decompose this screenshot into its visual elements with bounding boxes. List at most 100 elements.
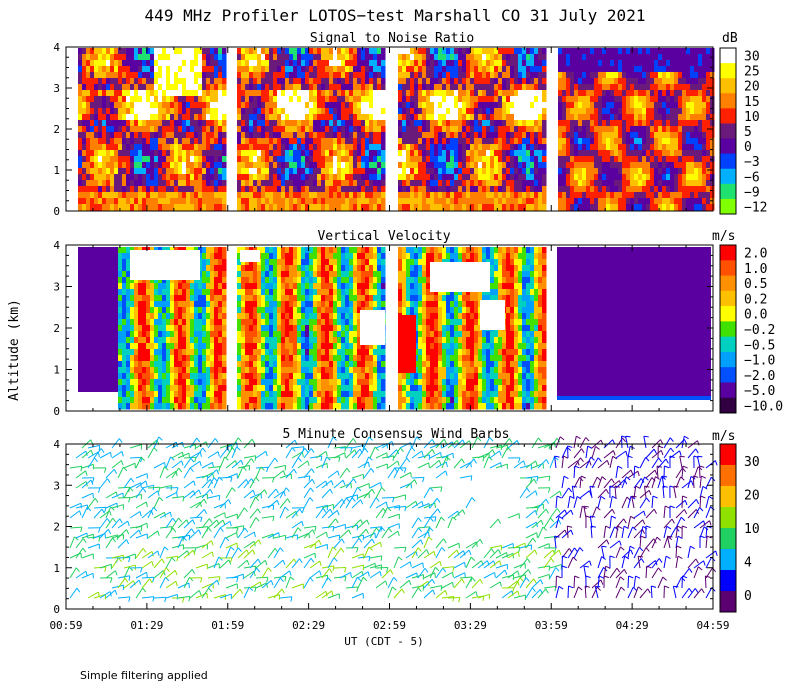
snr-cell (325, 90, 330, 97)
snr-cell (570, 138, 575, 145)
snr-cell (78, 144, 83, 151)
snr-cell (570, 180, 575, 187)
snr-cell (265, 66, 270, 73)
vv-cell (222, 349, 227, 356)
snr-cell (438, 90, 443, 97)
snr-cell (345, 144, 350, 151)
snr-cell (630, 138, 635, 145)
snr-cell (590, 90, 595, 97)
snr-cell (94, 186, 99, 193)
snr-cell (265, 78, 270, 85)
snr-cell (361, 66, 366, 73)
snr-cell (534, 48, 539, 55)
snr-cell (490, 132, 495, 139)
snr-cell (422, 60, 427, 67)
snr-cell (670, 174, 675, 181)
snr-cell (182, 138, 187, 145)
snr-cell (182, 132, 187, 139)
snr-cell (650, 156, 655, 163)
snr-cell (154, 48, 159, 55)
snr-cell (202, 108, 207, 115)
snr-cell (614, 72, 619, 79)
snr-cell (94, 198, 99, 205)
snr-cell (194, 156, 199, 163)
vv-cell (214, 331, 219, 338)
snr-cell (702, 156, 707, 163)
snr-cell (662, 174, 667, 181)
snr-cell (666, 72, 671, 79)
snr-cell (606, 132, 611, 139)
snr-cell (706, 168, 711, 175)
snr-cell (506, 174, 511, 181)
vv-cell (194, 325, 199, 332)
vv-cell (142, 331, 147, 338)
snr-cell (317, 84, 322, 91)
snr-cell (357, 66, 362, 73)
snr-cell (422, 66, 427, 73)
snr-cell (369, 156, 374, 163)
snr-cell (293, 138, 298, 145)
snr-cell (341, 66, 346, 73)
snr-cell (289, 84, 294, 91)
snr-cell (594, 144, 599, 151)
snr-cell (486, 132, 491, 139)
snr-cell (538, 48, 543, 55)
snr-cell (82, 84, 87, 91)
snr-cell (402, 54, 407, 61)
snr-cell (622, 54, 627, 61)
snr-cell (398, 90, 403, 97)
snr-cell (78, 138, 83, 145)
snr-cell (94, 96, 99, 103)
snr-cell (218, 114, 223, 121)
snr-cell (430, 198, 435, 205)
snr-cell (281, 192, 286, 199)
snr-cell (406, 138, 411, 145)
snr-cell (110, 60, 115, 67)
snr-cell (398, 150, 403, 157)
snr-cell (381, 126, 386, 133)
snr-cell (166, 198, 171, 205)
snr-cell (265, 54, 270, 61)
snr-cell (430, 144, 435, 151)
snr-cell (598, 138, 603, 145)
vv-cell (206, 349, 211, 356)
snr-cell (498, 120, 503, 127)
snr-cell (658, 84, 663, 91)
snr-cell (494, 84, 499, 91)
snr-cell (222, 204, 227, 211)
snr-cell (558, 126, 563, 133)
snr-cell (670, 84, 675, 91)
snr-cell (317, 132, 322, 139)
snr-cell (285, 138, 290, 145)
snr-cell (341, 114, 346, 121)
vv-cell (245, 379, 250, 386)
snr-cell (257, 180, 262, 187)
vv-cell (150, 307, 155, 314)
snr-cell (586, 138, 591, 145)
vv-cell (150, 301, 155, 308)
snr-cell (702, 66, 707, 73)
snr-cell (277, 66, 282, 73)
snr-cell (414, 102, 419, 109)
snr-cell (562, 204, 567, 211)
snr-cell (614, 114, 619, 121)
snr-cell (458, 66, 463, 73)
snr-cell (710, 108, 715, 115)
vv-cell (170, 325, 175, 332)
snr-cell (317, 162, 322, 169)
snr-cell (361, 144, 366, 151)
snr-cell (86, 186, 91, 193)
snr-cell (122, 132, 127, 139)
snr-cell (406, 78, 411, 85)
colorbar-label: −12 (744, 200, 767, 215)
snr-cell (534, 78, 539, 85)
vv-cell (249, 313, 254, 320)
snr-cell (285, 162, 290, 169)
vv-cell (170, 361, 175, 368)
vv-cell (154, 385, 159, 392)
vv-cell (142, 385, 147, 392)
snr-cell (430, 186, 435, 193)
snr-cell (86, 156, 91, 163)
snr-cell (530, 174, 535, 181)
snr-cell (138, 186, 143, 193)
